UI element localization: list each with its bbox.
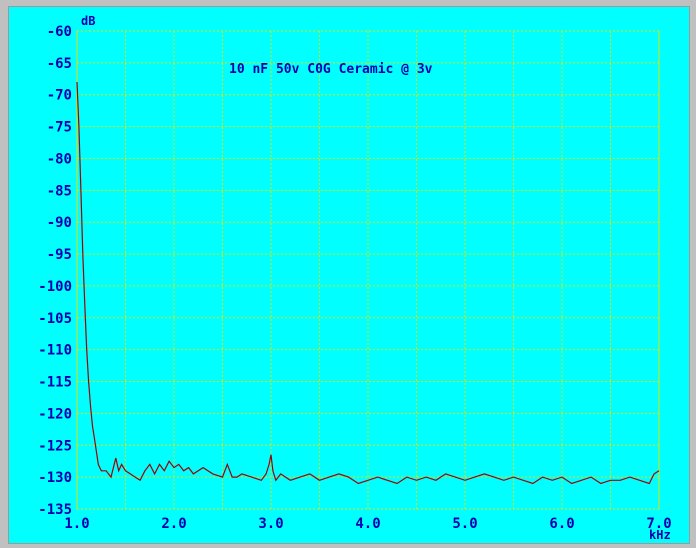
y-tick-label: -130 bbox=[38, 470, 72, 486]
chart-panel: -60 -65 -70 -75 -80 -85 -90 -95 -100 -105 -110 -115… bbox=[8, 6, 690, 544]
y-tick-label: -60 bbox=[47, 24, 72, 40]
y-tick-label: -105 bbox=[38, 311, 72, 327]
y-tick-label: -85 bbox=[47, 183, 72, 199]
y-tick-label: -120 bbox=[38, 406, 72, 422]
chart-title: 10 nF 50v C0G Ceramic @ 3v bbox=[229, 62, 433, 77]
spectrum-chart: -60 -65 -70 -75 -80 -85 -90 -95 -100 -105 -110 -115… bbox=[38, 14, 671, 542]
y-tick-label: -110 bbox=[38, 343, 72, 359]
y-tick-label: -135 bbox=[38, 502, 72, 518]
y-tick-label: -125 bbox=[38, 438, 72, 454]
y-axis-unit: dB bbox=[81, 14, 95, 28]
x-tick-label: 7.0 bbox=[646, 516, 671, 532]
y-tick-label: -90 bbox=[47, 215, 72, 231]
grid-lines bbox=[76, 30, 660, 510]
x-tick-label: 2.0 bbox=[161, 516, 186, 532]
y-tick-label: -95 bbox=[47, 247, 72, 263]
x-tick-label: 5.0 bbox=[452, 516, 477, 532]
x-tick-label: 4.0 bbox=[355, 516, 380, 532]
y-tick-label: -80 bbox=[47, 151, 72, 167]
y-tick-label: -75 bbox=[47, 120, 72, 136]
x-tick-label: 6.0 bbox=[549, 516, 574, 532]
plot-area bbox=[76, 30, 660, 510]
y-tick-label: -115 bbox=[38, 375, 72, 391]
y-tick-label: -65 bbox=[47, 56, 72, 72]
y-axis-ticks: -60 -65 -70 -75 -80 -85 -90 -95 -100 -105 -110 -115… bbox=[38, 24, 72, 518]
series-line bbox=[76, 81, 660, 485]
x-tick-label: 1.0 bbox=[64, 516, 89, 532]
x-tick-label: 3.0 bbox=[258, 516, 283, 532]
x-axis-unit: kHz bbox=[649, 528, 671, 542]
y-tick-label: -70 bbox=[47, 88, 72, 104]
x-axis-ticks: 1.0 2.0 3.0 4.0 5.0 6.0 7.0 bbox=[64, 516, 671, 532]
y-tick-label: -100 bbox=[38, 279, 72, 295]
